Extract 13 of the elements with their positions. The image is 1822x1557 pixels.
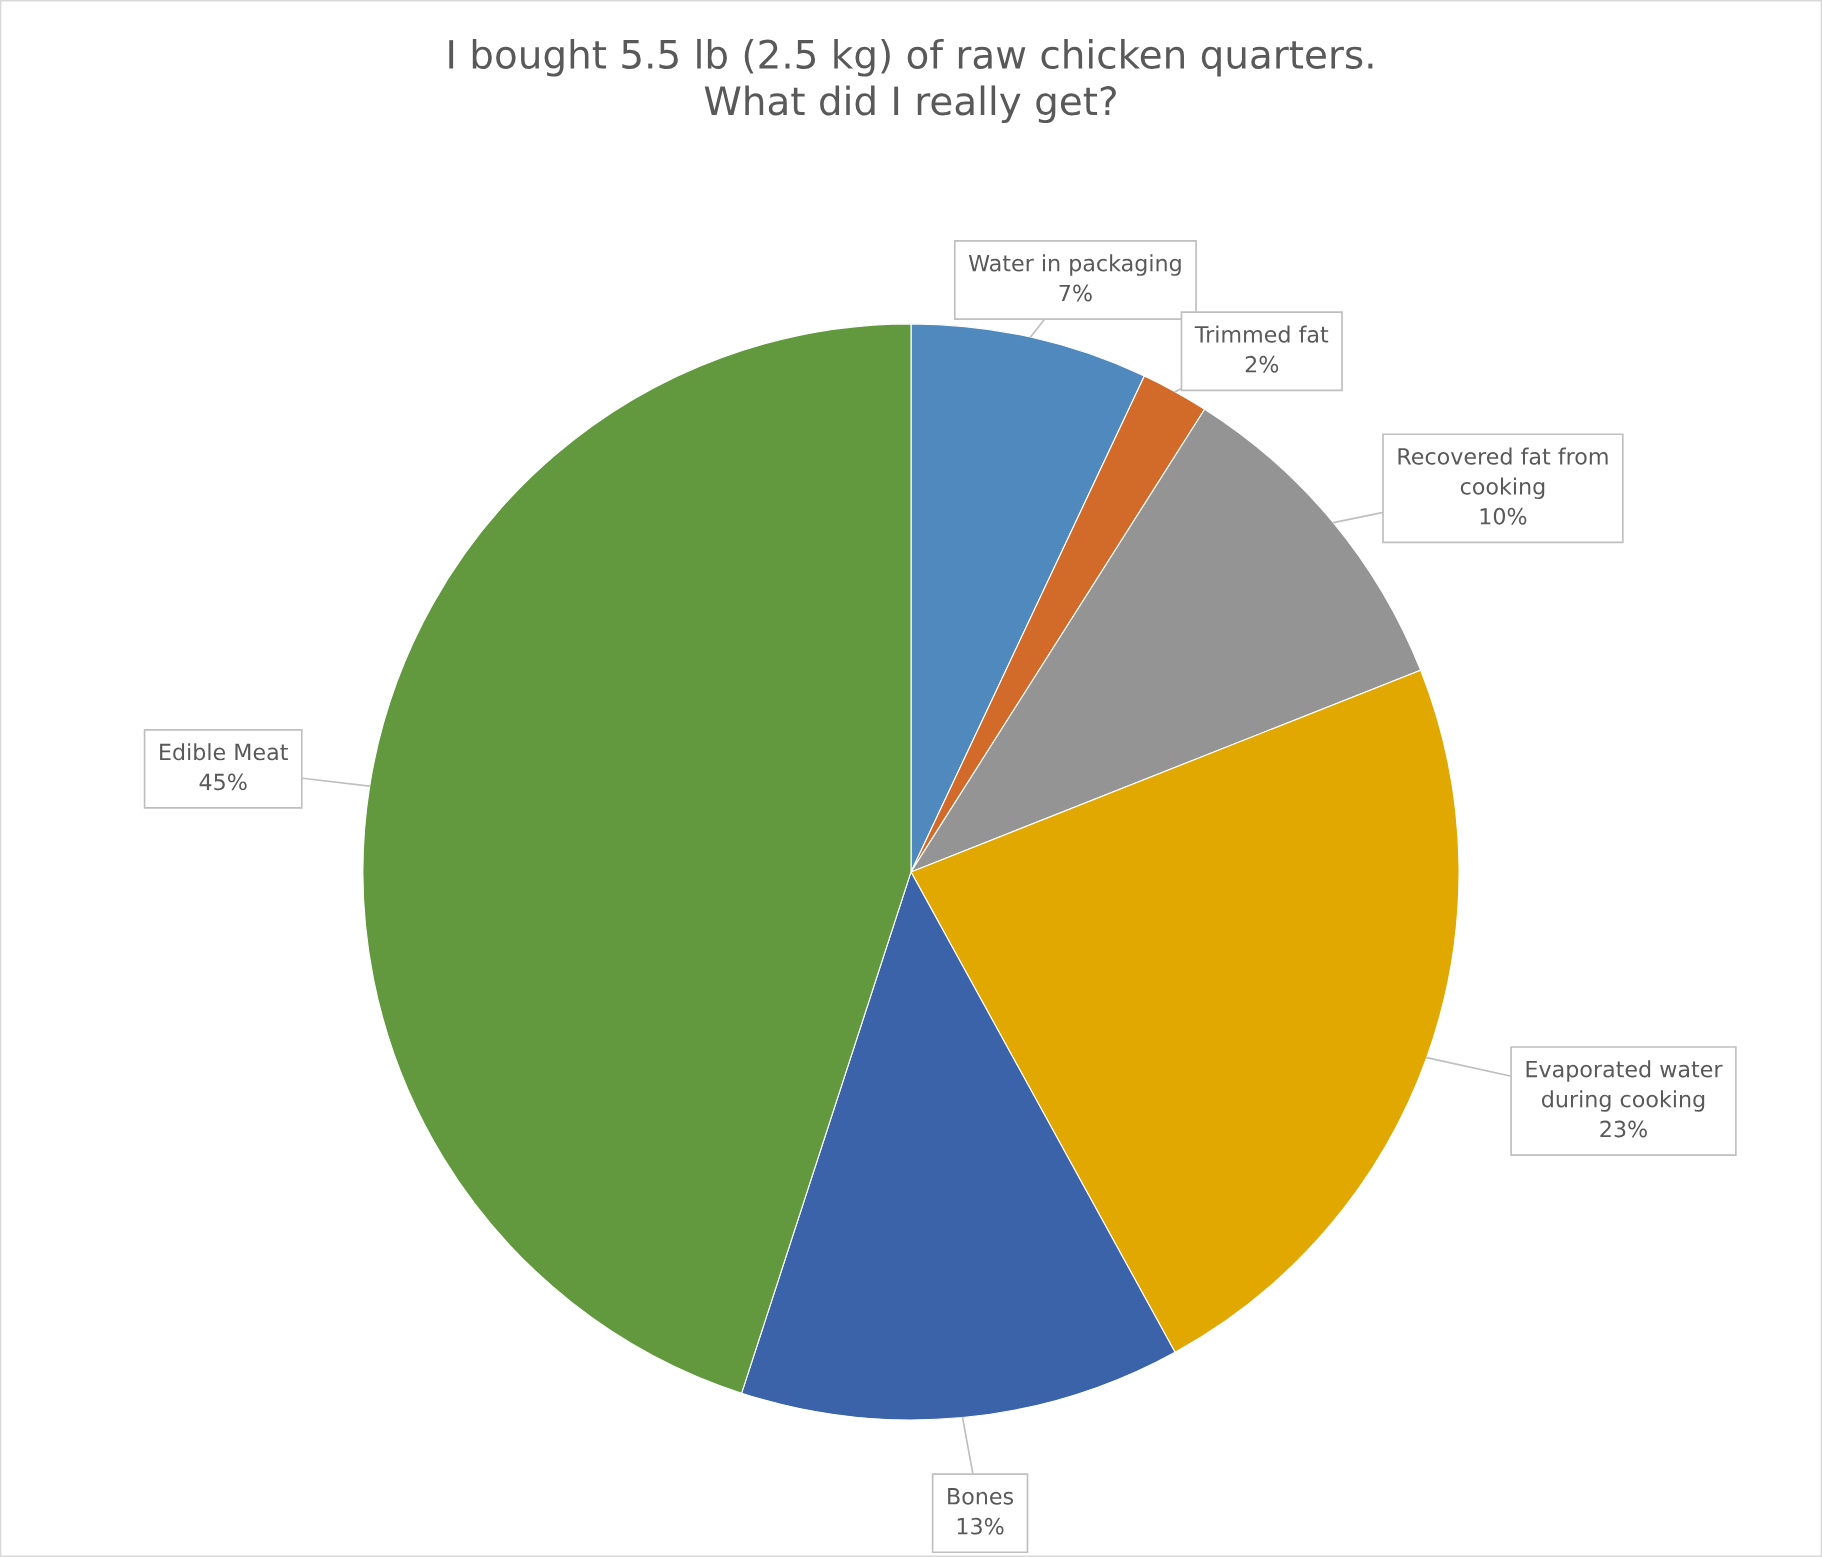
data-label: 13% [957, 1517, 1004, 1535]
data-label: 10% [1480, 507, 1527, 525]
chart-title: I bought 5.5 lb (2.5 kg) of raw chicken quarters. What did I really get? [449, 38, 1373, 124]
data-label: 23% [1600, 1120, 1647, 1138]
data-label: 2% [1245, 355, 1279, 373]
slice-label: Recovered fat from cooking [1398, 447, 1608, 500]
slice-label: Evaporated water during cooking [1526, 1060, 1723, 1112]
slice-label: Trimmed fat [1194, 325, 1329, 343]
slice-label: Water in packaging [968, 254, 1181, 276]
slice-label: Edible Meat [160, 743, 288, 761]
slice-label: Bones [948, 1488, 1014, 1505]
data-label: 7% [1059, 284, 1092, 302]
data-label: 45% [199, 773, 247, 791]
